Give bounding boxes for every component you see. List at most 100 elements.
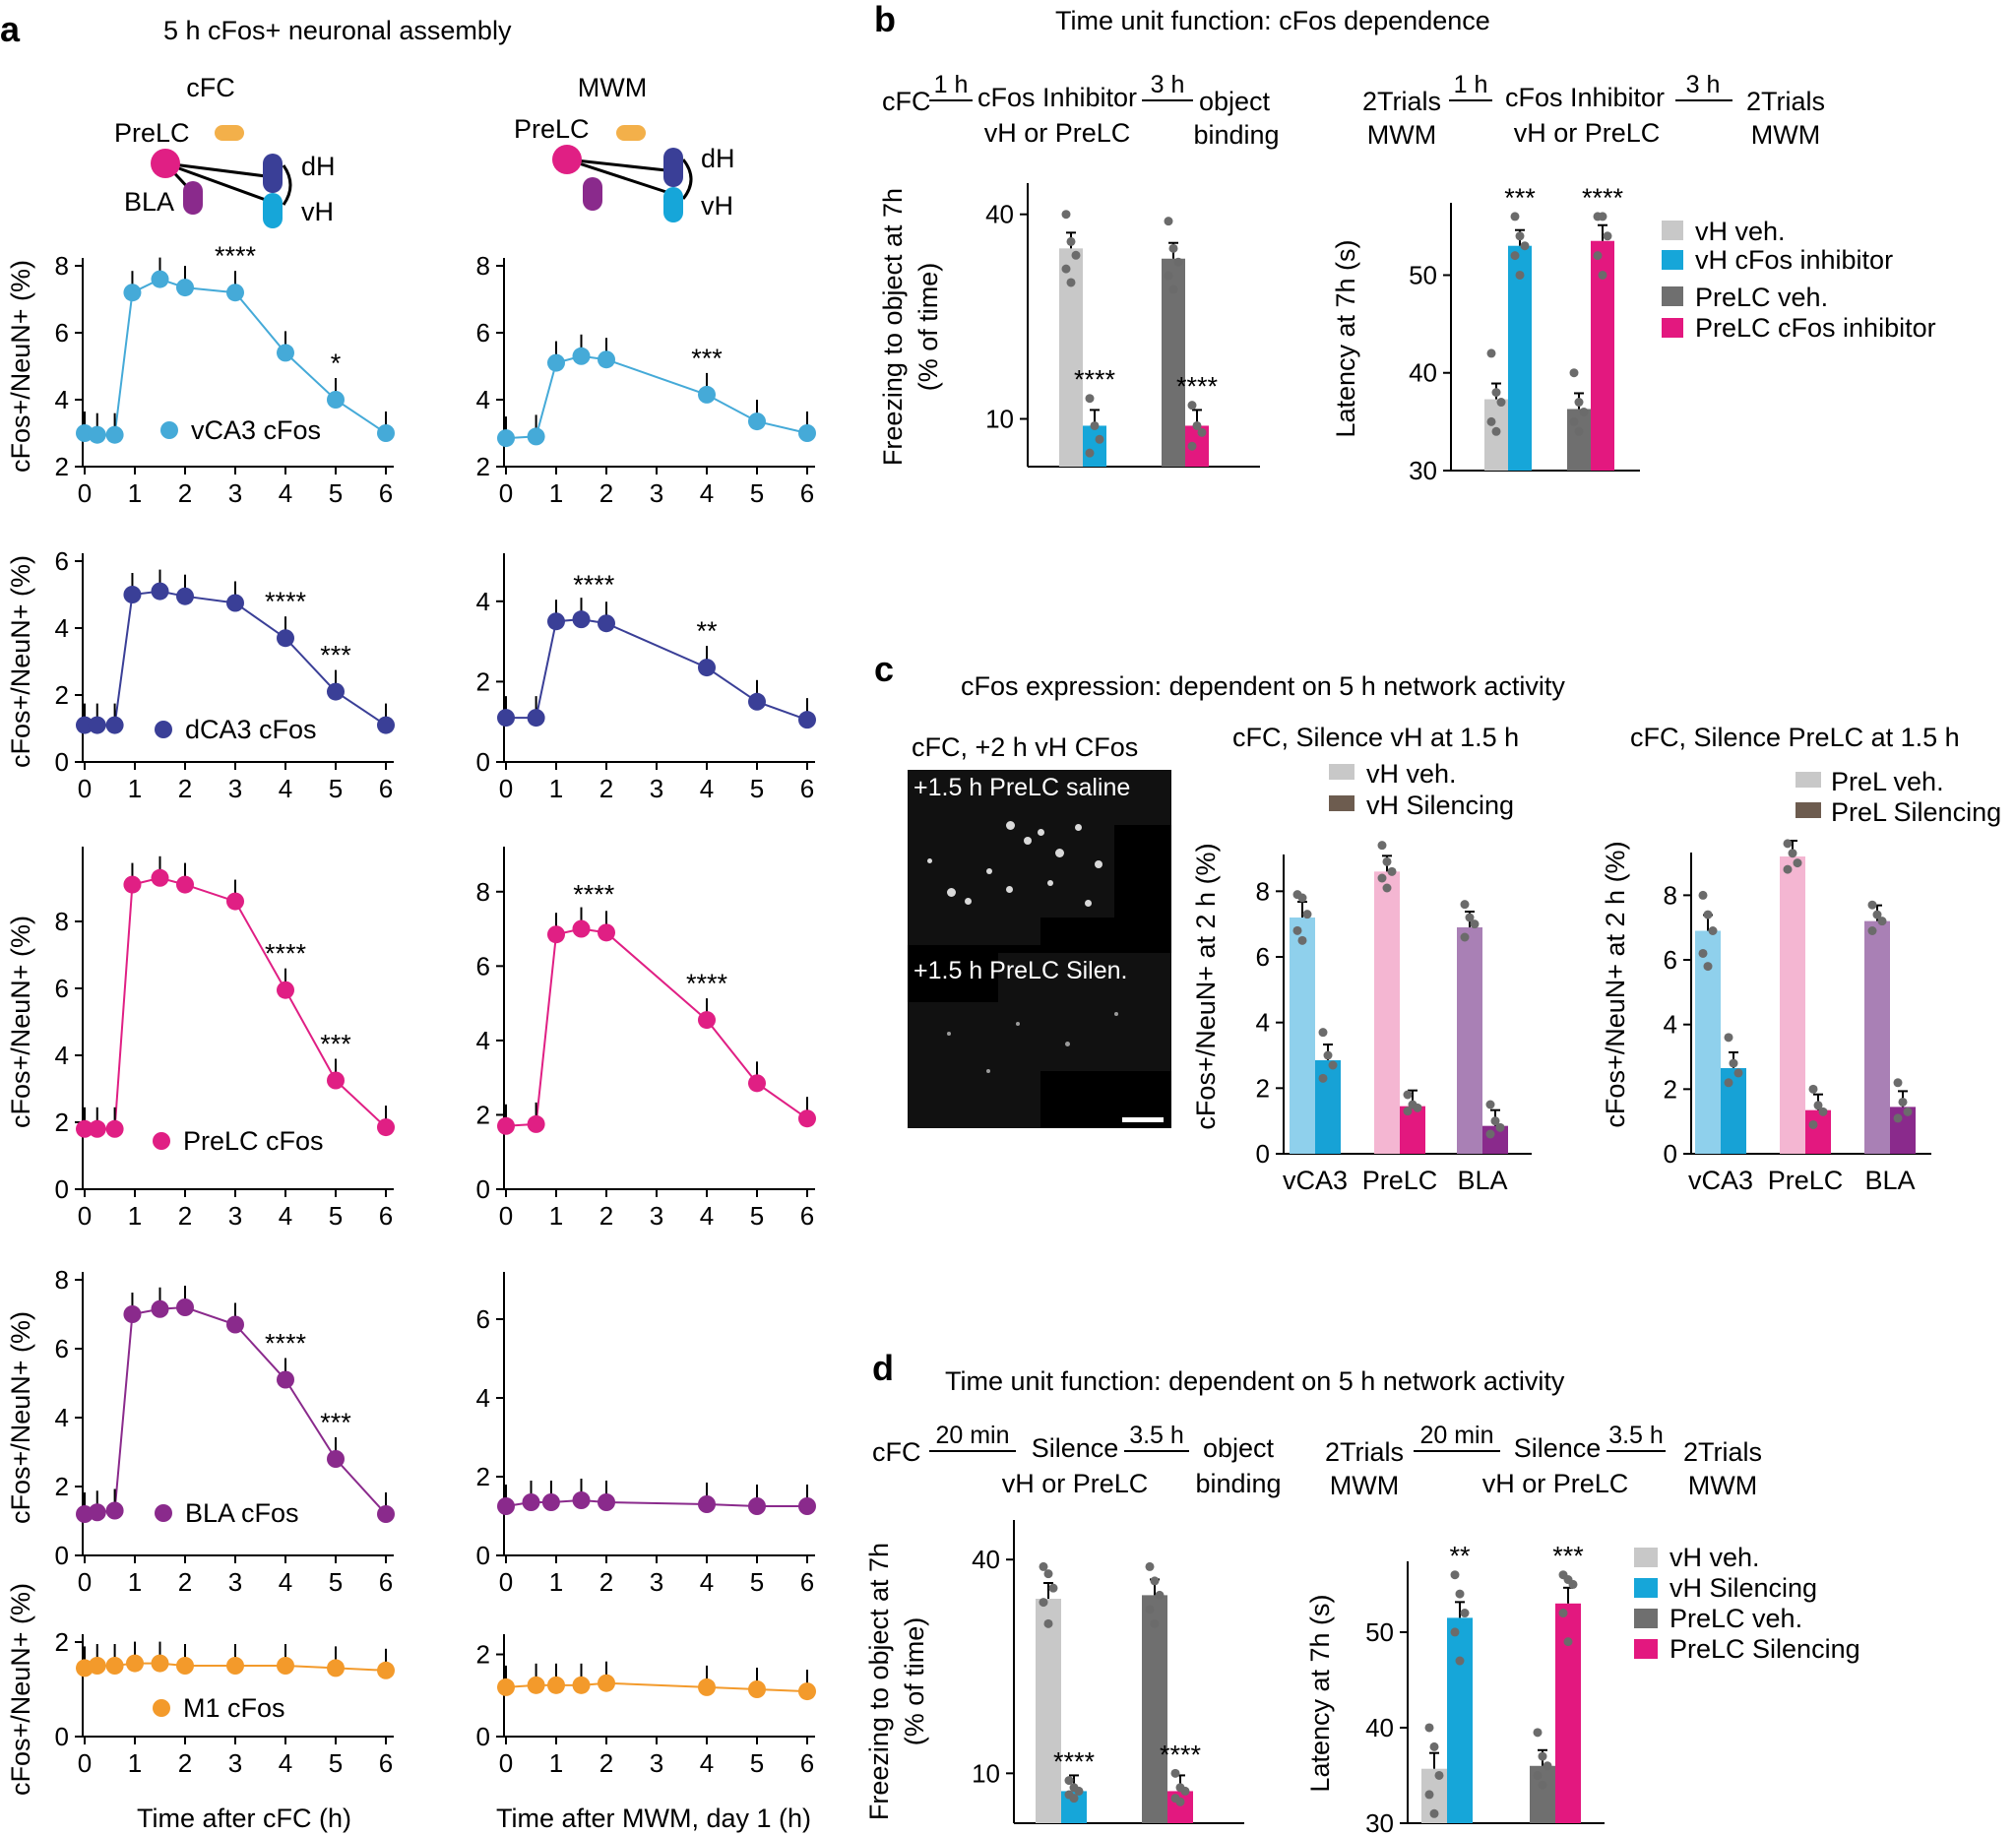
cell-spot bbox=[1047, 880, 1053, 886]
y-tick-label: 0 bbox=[476, 747, 490, 777]
individual-point bbox=[1568, 1579, 1578, 1589]
cell-spot bbox=[1055, 849, 1064, 857]
series-marker bbox=[155, 721, 172, 738]
category-label: BLA bbox=[1864, 1166, 1915, 1195]
y-axis-label: cFos+/NeuN+ at 2 h (%) bbox=[1191, 843, 1221, 1129]
x-tick-label: 1 bbox=[549, 478, 563, 508]
bar bbox=[1805, 1109, 1831, 1154]
individual-point bbox=[1085, 448, 1095, 458]
significance-label: ** bbox=[696, 616, 718, 646]
data-point bbox=[88, 1503, 106, 1522]
x-tick-label: 3 bbox=[228, 774, 242, 803]
x-tick-label: 0 bbox=[78, 1567, 92, 1597]
y-axis-label: Latency at 7h (s) bbox=[1331, 239, 1360, 437]
bar bbox=[1555, 1603, 1581, 1823]
individual-point bbox=[1455, 1656, 1465, 1666]
series-marker bbox=[153, 1699, 170, 1717]
individual-point bbox=[1460, 1609, 1470, 1618]
xlabel-mwm: Time after MWM, day 1 (h) bbox=[496, 1804, 811, 1833]
y-tick-label: 2 bbox=[476, 452, 490, 481]
data-point bbox=[123, 284, 142, 302]
y-axis-label: Freezing to object at 7h bbox=[864, 1543, 894, 1820]
individual-point bbox=[1043, 1569, 1053, 1579]
legend-label: PreLC veh. bbox=[1695, 283, 1828, 312]
timeline-end-bottom: binding bbox=[1195, 1469, 1281, 1498]
individual-point bbox=[1538, 1751, 1547, 1761]
prelc-region-marker bbox=[215, 125, 244, 141]
individual-point bbox=[1724, 1078, 1733, 1088]
timeline-step-bottom: vH or PreLC bbox=[1514, 118, 1661, 148]
data-point bbox=[277, 1370, 294, 1389]
x-tick-label: 1 bbox=[549, 1748, 563, 1778]
x-tick-label: 6 bbox=[800, 774, 814, 803]
y-tick-label: 2 bbox=[55, 680, 69, 710]
x-tick-label: 0 bbox=[78, 774, 92, 803]
data-point bbox=[327, 391, 345, 409]
label-prelc: PreLC bbox=[114, 118, 190, 148]
y-tick-label: 40 bbox=[1409, 358, 1437, 388]
data-point bbox=[88, 1657, 106, 1675]
data-point bbox=[105, 1501, 124, 1520]
data-point bbox=[151, 1654, 169, 1673]
individual-point bbox=[1460, 932, 1470, 942]
category-label: PreLC bbox=[1362, 1166, 1438, 1195]
data-point bbox=[176, 587, 194, 605]
data-point bbox=[547, 925, 565, 944]
x-tick-label: 1 bbox=[128, 774, 142, 803]
legend-d: vH veh. vH Silencing PreLC veh. PreLC Si… bbox=[1634, 1543, 1860, 1664]
individual-point bbox=[1703, 910, 1713, 919]
x-tick-label: 1 bbox=[549, 1201, 563, 1231]
individual-point bbox=[1180, 1786, 1190, 1796]
y-tick-label: 8 bbox=[476, 251, 490, 281]
y-tick-label: 2 bbox=[1256, 1073, 1270, 1103]
x-tick-label: 5 bbox=[329, 1567, 343, 1597]
data-point bbox=[151, 868, 169, 887]
individual-point bbox=[1729, 1058, 1738, 1068]
individual-point bbox=[1064, 1776, 1074, 1786]
y-axis-label: (% of time) bbox=[900, 1617, 929, 1746]
bar bbox=[1447, 1617, 1473, 1823]
series-line bbox=[505, 354, 808, 440]
individual-point bbox=[1382, 856, 1392, 866]
label-vh: vH bbox=[701, 191, 733, 221]
x-tick-label: 3 bbox=[650, 1748, 663, 1778]
individual-point bbox=[1558, 1609, 1568, 1618]
y-tick-label: 40 bbox=[1365, 1713, 1394, 1742]
panel-letter-c: c bbox=[874, 649, 894, 689]
x-tick-label: 6 bbox=[379, 478, 393, 508]
data-point bbox=[76, 716, 94, 734]
y-tick-label: 0 bbox=[55, 1541, 69, 1570]
individual-point bbox=[1164, 217, 1173, 226]
data-point bbox=[748, 692, 766, 711]
individual-point bbox=[1450, 1627, 1460, 1637]
y-tick-label: 40 bbox=[985, 200, 1014, 229]
data-point bbox=[327, 682, 345, 701]
y-tick-label: 8 bbox=[55, 251, 69, 281]
individual-point bbox=[1434, 1770, 1444, 1780]
significance-label: **** bbox=[265, 587, 307, 616]
individual-point bbox=[1061, 210, 1071, 220]
individual-point bbox=[1292, 925, 1302, 935]
data-point bbox=[598, 350, 615, 369]
individual-point bbox=[1867, 926, 1877, 935]
individual-point bbox=[1733, 1068, 1743, 1078]
data-point bbox=[748, 1680, 766, 1698]
bar bbox=[1457, 927, 1482, 1154]
significance-label: *** bbox=[691, 344, 723, 373]
x-tick-label: 3 bbox=[650, 774, 663, 803]
significance-label: **** bbox=[573, 570, 615, 600]
y-tick-label: 6 bbox=[1664, 945, 1677, 975]
significance-label: **** bbox=[1053, 1747, 1096, 1777]
legend-swatch bbox=[1634, 1609, 1658, 1628]
timeline-step-bottom: vH or PreLC bbox=[1482, 1469, 1629, 1498]
x-tick-label: 4 bbox=[279, 774, 292, 803]
y-axis-label: cFos+/NeuN+ (%) bbox=[6, 1311, 35, 1524]
dh-node bbox=[263, 154, 283, 193]
data-point bbox=[798, 424, 816, 442]
cell-spot bbox=[965, 898, 972, 905]
legend-label: vH veh. bbox=[1366, 759, 1457, 789]
individual-point bbox=[1145, 1561, 1155, 1571]
legend-c-right: PreL veh. PreL Silencing bbox=[1796, 767, 2001, 827]
data-point bbox=[377, 424, 395, 442]
